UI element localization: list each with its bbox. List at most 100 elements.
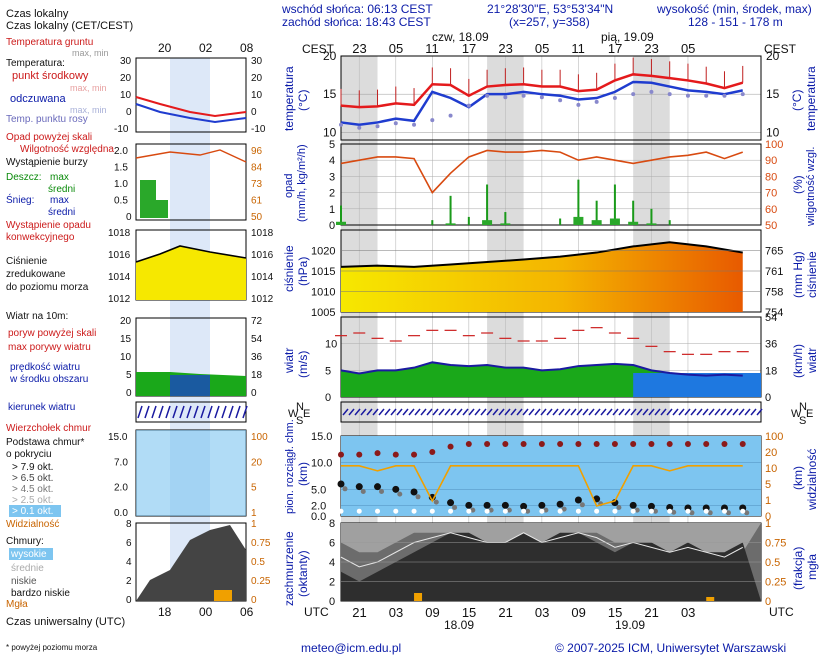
sunrise-text: wschód słońca: 06:13 CEST	[282, 2, 433, 16]
legend-footnote: * powyżej poziomu morza	[6, 643, 98, 652]
cloud-low-dot-16	[630, 508, 636, 514]
footer-copyright: © 2007-2025 ICM, Uniwersytet Warszawski	[555, 641, 787, 655]
dew-point-11	[539, 95, 544, 100]
wind-arrow-44	[606, 408, 613, 416]
top-hour-3: 17	[462, 41, 476, 56]
leg-wind-arrow-13	[228, 405, 234, 419]
temp-left-unit: (°C)	[296, 89, 310, 111]
cloud-base-dot-7	[465, 501, 473, 509]
cloud-top-dot-4	[411, 451, 418, 458]
fog-tick-right-1: 0.75	[765, 538, 786, 550]
wind-arrow-47	[624, 408, 631, 416]
wind-tick-right-0: 54	[765, 312, 777, 324]
leg-vis-r-2: 5	[251, 483, 257, 494]
legend-clouds: Chmury:	[6, 536, 44, 547]
press-tick-right-0: 765	[765, 246, 783, 258]
wind-arrow-14	[426, 408, 433, 416]
dew-point-2	[375, 124, 380, 129]
legend-pressure-2: zredukowane	[6, 269, 66, 280]
wind-arrow-10	[402, 408, 409, 416]
legend-rain-mean: średni	[48, 184, 76, 195]
wind-arrow-46	[618, 408, 625, 416]
legend-humidity: Wilgotność względna	[20, 144, 114, 155]
wind-arrow-18	[450, 408, 457, 416]
rain-mean-bar-7	[573, 216, 584, 225]
temp-tick-left-2: 10	[323, 125, 337, 139]
leg-cloud-l-2: 2.0	[114, 483, 128, 494]
cloud-low-dot-8	[484, 508, 490, 514]
cloud-base-dot2-10	[525, 508, 531, 514]
wind-compass-n-right: N	[799, 401, 807, 413]
rain-max-bar-10	[632, 200, 635, 225]
legend-okt-1: > 7.9 okt.	[12, 462, 54, 473]
top-hour-7: 17	[608, 41, 622, 56]
fog-tick-right-0: 1	[765, 518, 771, 530]
cloud-base-dot-1	[355, 483, 363, 491]
legend-fog: Mgła	[6, 599, 28, 610]
leg-temp-r-r-2: 10	[251, 90, 263, 101]
temp-tick-right-2: 10	[766, 125, 780, 139]
dew-point-13	[576, 102, 581, 107]
wind-tick-right-3: 0	[765, 392, 771, 404]
legend-pressure-1: Ciśnienie	[6, 256, 48, 267]
legend-bottom-hour-2: 06	[240, 605, 254, 619]
leg-hum-r-1: 84	[251, 163, 263, 174]
rain-max-bar-3	[467, 216, 470, 225]
wind-arrow-40	[582, 408, 589, 416]
press-left-label: ciśnienie	[282, 245, 296, 292]
cloud-base-dot2-21	[725, 510, 731, 516]
press-tick-left-1: 1015	[311, 266, 335, 278]
temp-line-0	[340, 73, 744, 109]
wind-arrow-48	[630, 408, 637, 416]
leg-cover-l-0: 8	[126, 519, 132, 530]
footer-email[interactable]: meteo@icm.edu.pl	[301, 641, 402, 655]
legend-wind-dir: kierunek wiatru	[8, 402, 76, 413]
cest-label-right: CEST	[764, 42, 797, 56]
panel-temp	[340, 55, 762, 141]
cloud-tick-left-3: 2.0	[311, 500, 326, 512]
leg-cloud-l-3: 0.0	[114, 508, 128, 519]
cloud-top-dot-12	[557, 441, 564, 447]
cloud-low-dot-20	[703, 508, 709, 514]
wind-arrow-19	[456, 408, 463, 416]
leg-wind-arrow-6	[179, 405, 185, 419]
cover-left-unit: (oktanty)	[296, 550, 310, 597]
elevation-values: 128 - 151 - 178 m	[688, 15, 783, 29]
bottom-hour-3: 15	[462, 605, 476, 620]
cloud-top-dot-22	[739, 441, 746, 447]
sunset-text: zachód słońca: 18:43 CEST	[282, 15, 431, 29]
leg-wind-arrow-8	[193, 405, 199, 419]
leg-press-r-r-3: 1012	[251, 294, 274, 305]
leg-wind-r-r-0: 72	[251, 316, 263, 327]
legend-snow-mean: średni	[48, 207, 76, 218]
cloud-top-dot-15	[611, 441, 618, 447]
wind-arrow-57	[684, 408, 691, 416]
legend-panel-1	[135, 143, 247, 221]
wind-left-unit: (m/s)	[296, 350, 310, 378]
wind-tick-right-1: 36	[765, 339, 777, 351]
leg-hum-r-3: 61	[251, 196, 263, 207]
wind-arrow-5	[372, 408, 379, 416]
utc-label-right: UTC	[769, 605, 794, 619]
rain-mean-bar-0	[336, 221, 346, 225]
wind-arrow-54	[666, 408, 673, 416]
rain-max-bar-4	[486, 184, 489, 225]
legend-snow-max: max	[50, 195, 69, 206]
wind-arrow-64	[726, 408, 733, 416]
dew-point-20	[704, 93, 709, 98]
dew-point-19	[685, 93, 690, 98]
cloud-base-dot-3	[392, 485, 400, 493]
temp-line-1	[340, 80, 743, 126]
wind-arrow-26	[498, 408, 505, 416]
wind-arrow-6	[378, 408, 385, 416]
cloud-left-label: pion. rozciągł. chm.	[284, 419, 296, 514]
date1-label: 18.09	[444, 618, 475, 632]
temp-tick-right-0: 20	[766, 49, 780, 63]
dew-point-8	[485, 93, 490, 98]
legend-cloud-top: Wierzchołek chmur	[6, 423, 92, 434]
cloud-low-dot-14	[594, 508, 600, 514]
wind-arrow-69	[756, 408, 763, 416]
cloud-low-dot-22	[740, 508, 746, 514]
leg-temp-l-0: 30	[120, 56, 132, 67]
wind-arrow-43	[600, 408, 607, 416]
